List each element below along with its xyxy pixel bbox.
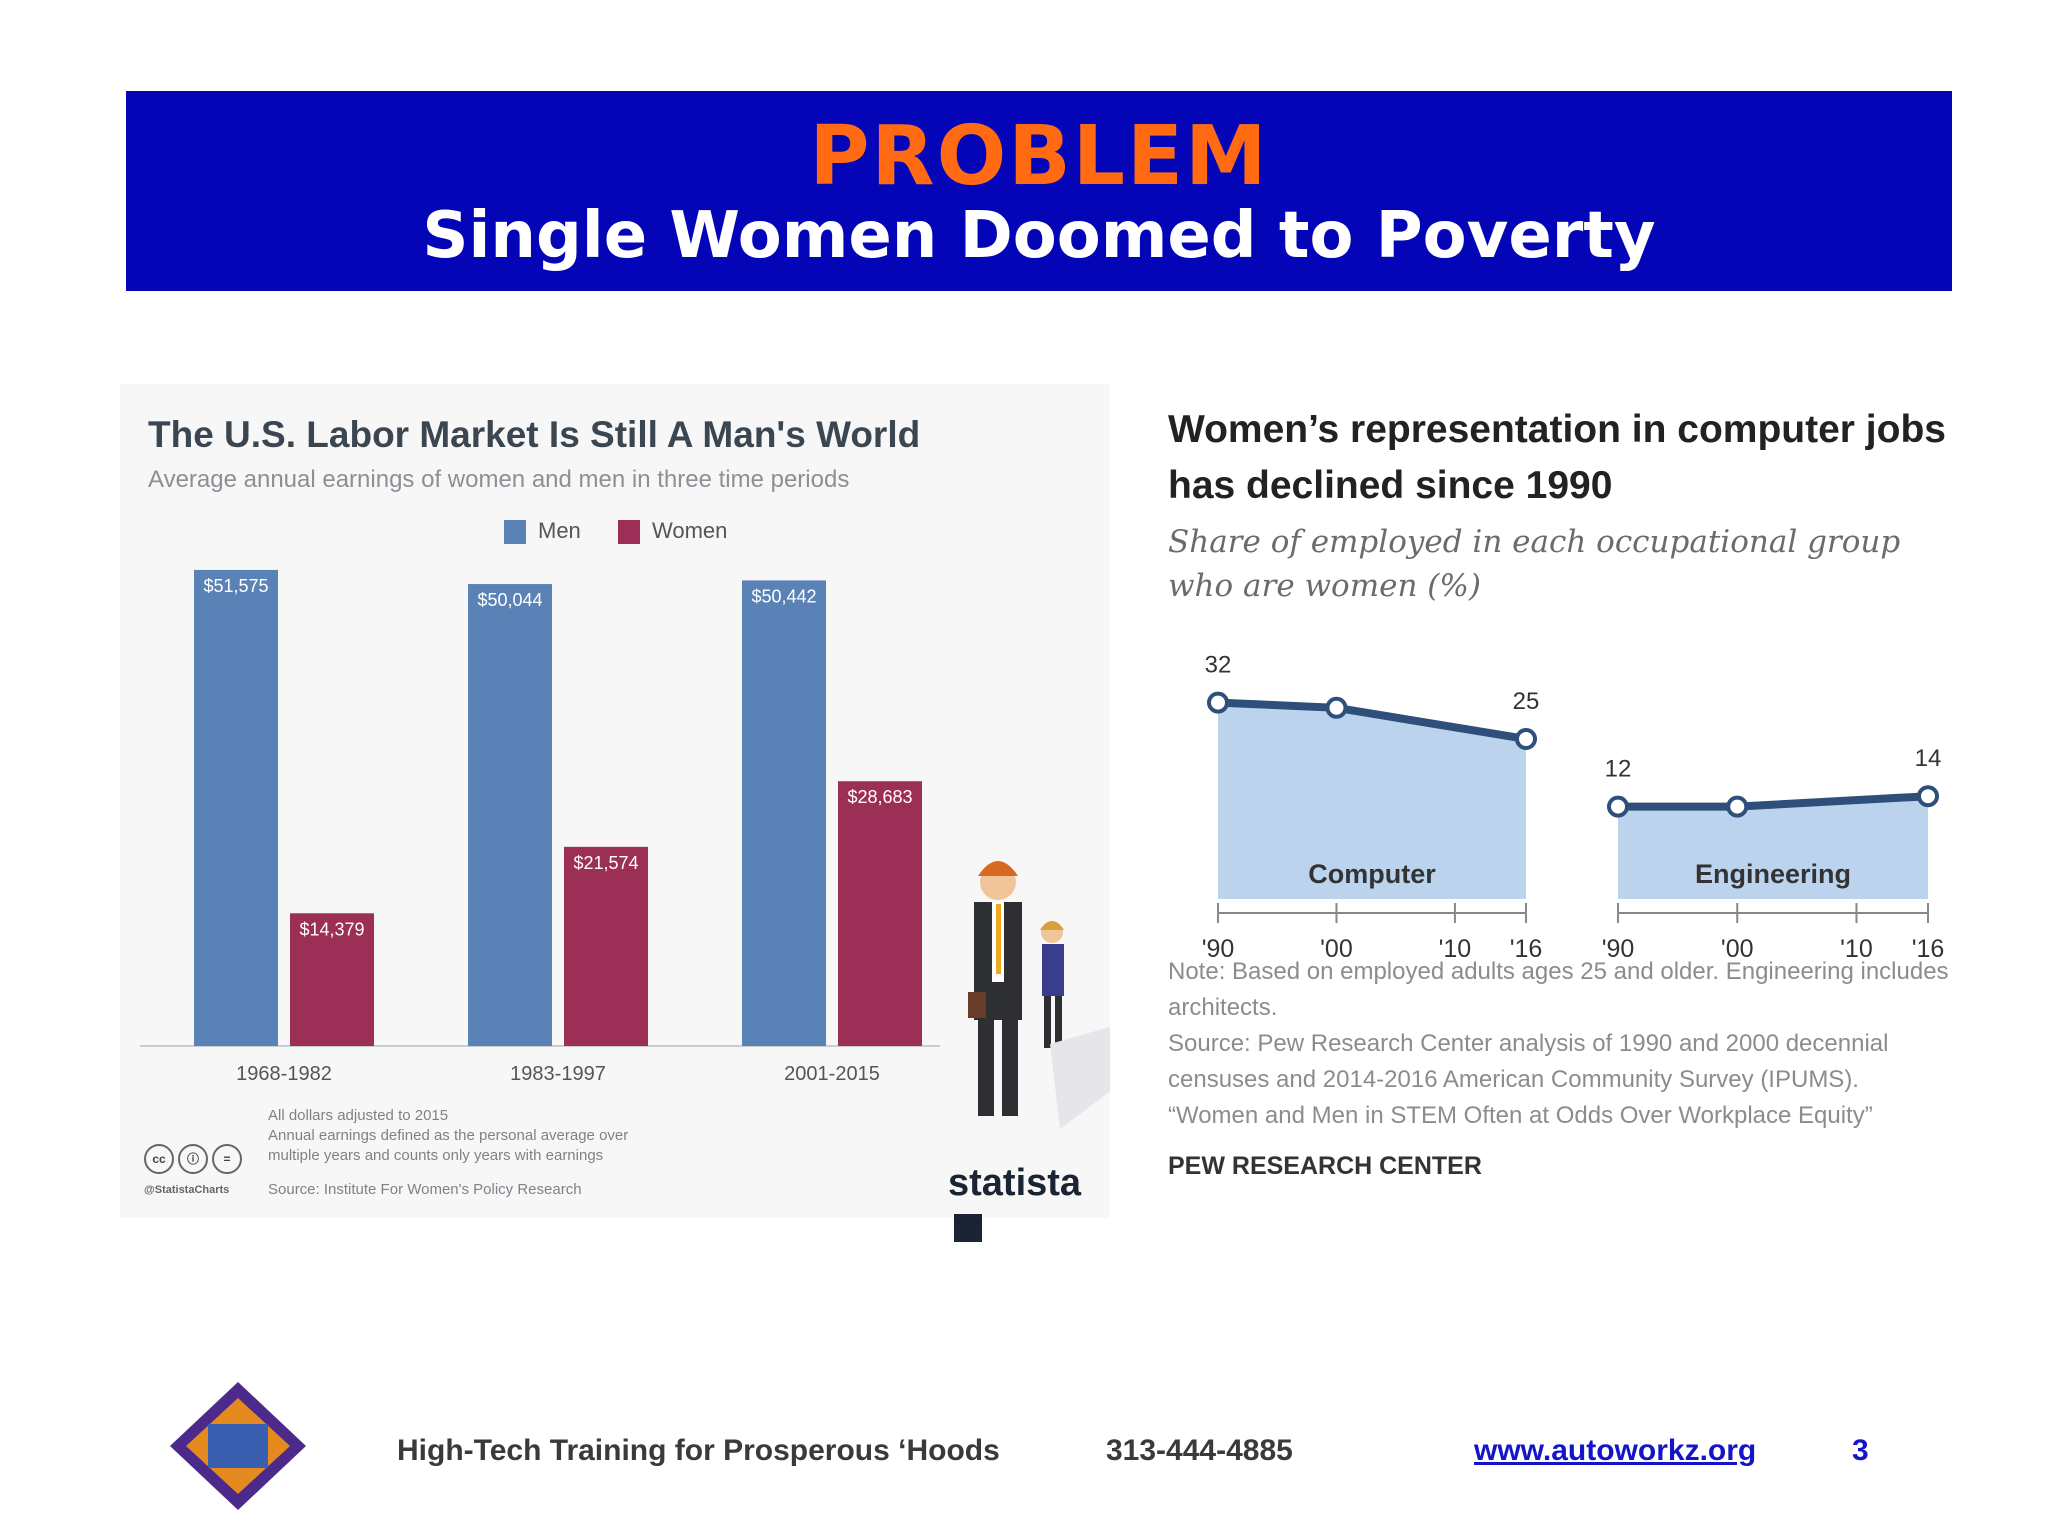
slide-subtitle: Single Women Doomed to Poverty [422,199,1656,273]
cc-icon: cc [144,1144,174,1174]
value-label-first-computer: 32 [1205,652,1232,679]
statista-mark-icon [954,1213,982,1242]
point-engineering-1990 [1607,795,1629,818]
legend-women: Women [618,518,728,545]
nd-icon: = [212,1144,242,1174]
value-label-first-engineering: 12 [1605,756,1632,783]
bar-label-men-1968-1982: $51,575 [203,576,268,596]
woman-figure-icon [1040,921,1064,1048]
license-icons: cc ⓘ = [144,1144,246,1174]
panel-name-engineering: Engineering [1695,859,1851,889]
point-computer-1990 [1207,691,1229,714]
pew-chart-title: Women’s representation in computer jobs … [1168,408,1946,507]
bar-women-1983-1997 [564,846,648,1046]
bar-label-women-2001-2015: $28,683 [847,787,912,807]
bar-men-1968-1982 [194,569,278,1046]
pew-note: Note: Based on employed adults ages 25 a… [1168,958,1949,1021]
note-annual-2: multiple years and counts only years wit… [268,1147,604,1164]
area-engineering [1618,796,1928,899]
tick-label-computer-2000: '00 [1320,935,1353,963]
statista-brand: statista [948,1162,1082,1204]
earnings-chart-panel: The U.S. Labor Market Is Still A Man's W… [120,384,1110,1242]
bar-men-2001-2015 [742,580,826,1046]
category-label-1983-1997: 1983-1997 [510,1063,606,1085]
pew-chart-subtitle: Share of employed in each occupational g… [1168,524,1901,604]
pew-brand: PEW RESEARCH CENTER [1168,1152,1482,1180]
bar-label-men-1983-1997: $50,044 [477,590,542,610]
note-adjusted: All dollars adjusted to 2015 [268,1107,449,1124]
value-label-last-computer: 25 [1513,688,1540,715]
figure-shadow [1050,1026,1110,1129]
value-label-last-engineering: 14 [1915,745,1942,772]
point-computer-2016 [1515,728,1537,750]
footer-phone: 313-444-4885 [1106,1434,1293,1467]
footer-tagline: High-Tech Training for Prosperous ‘Hoods [397,1434,1000,1467]
note-annual-1: Annual earnings defined as the personal … [268,1127,629,1144]
footer-website[interactable]: www.autoworkz.org [1474,1434,1756,1468]
slide-title: PROBLEM [809,109,1269,204]
page-number: 3 [1852,1434,1869,1467]
title-banner: PROBLEM Single Women Doomed to Poverty [126,91,1952,291]
legend-men-swatch [504,520,526,545]
statista-credit: @StatistaCharts [144,1184,230,1196]
tick-label-computer-1990: '90 [1202,935,1235,963]
note-source: Source: Institute For Women's Policy Res… [268,1181,582,1198]
legend-men-label: Men [538,518,581,543]
area-computer [1218,702,1526,899]
bar-men-1983-1997 [468,584,552,1046]
tick-label-engineering-2010: '10 [1840,935,1873,963]
by-icon: ⓘ [178,1144,208,1174]
tick-label-engineering-2000: '00 [1721,935,1754,963]
point-engineering-2016 [1917,785,1939,808]
panel-name-computer: Computer [1308,859,1436,889]
bar-label-women-1983-1997: $21,574 [573,853,638,873]
tick-label-engineering-2016: '16 [1912,935,1945,963]
point-engineering-2000 [1726,795,1749,818]
website-link[interactable]: www.autoworkz.org [1474,1434,1757,1467]
category-label-2001-2015: 2001-2015 [784,1063,880,1085]
pew-area-chart: 32 25 Computer '90 '00 '10 '16 12 14 Engineering '… [1202,652,1945,963]
earnings-bar-chart: $51,575 $14,379 1968-1982 $50,044 $21,574 198… [140,569,1110,1129]
point-computer-2000 [1325,696,1348,719]
tick-label-computer-2010: '10 [1439,935,1472,963]
category-label-1968-1982: 1968-1982 [236,1063,332,1085]
pew-chart-panel: Women’s representation in computer jobs … [1160,384,2000,1218]
earnings-chart-subtitle: Average annual earnings of women and men… [148,466,850,493]
bar-women-1968-1982 [290,913,374,1046]
pew-source: Source: Pew Research Center analysis of … [1168,1030,1889,1093]
earnings-chart-title: The U.S. Labor Market Is Still A Man's W… [148,414,921,455]
pew-report-title: “Women and Men in STEM Often at Odds Ove… [1168,1102,1873,1129]
bar-label-men-2001-2015: $50,442 [751,586,816,606]
statista-logo: statista [948,1162,1110,1248]
bar-label-women-1968-1982: $14,379 [299,919,364,939]
legend-men: Men [504,518,581,545]
tick-label-engineering-1990: '90 [1602,935,1635,963]
legend-women-swatch [618,520,640,545]
tick-label-computer-2016: '16 [1510,935,1543,963]
autoworkz-logo [170,1382,306,1510]
legend-women-label: Women [652,518,728,543]
man-figure-icon [968,861,1022,1116]
pew-notes: Note: Based on employed adults ages 25 a… [1168,954,1988,1134]
bar-women-2001-2015 [838,781,922,1046]
